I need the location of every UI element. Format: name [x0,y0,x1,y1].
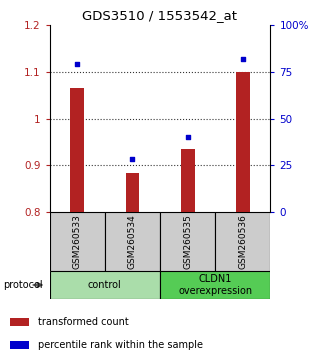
Point [240,56,245,61]
Bar [181,149,195,212]
Text: CLDN1
overexpression: CLDN1 overexpression [178,274,252,296]
Text: GSM260533: GSM260533 [73,214,82,269]
Text: protocol: protocol [3,280,43,290]
Text: GSM260535: GSM260535 [183,214,192,269]
Text: GSM260534: GSM260534 [128,214,137,269]
Bar [50,271,160,299]
Text: GSM260536: GSM260536 [238,214,247,269]
Text: transformed count: transformed count [38,317,129,327]
Point [185,135,190,140]
Bar [10,341,28,349]
Bar [215,212,270,271]
Point [130,156,135,162]
Point [75,61,80,67]
Bar [236,72,250,212]
Bar [50,212,105,271]
Title: GDS3510 / 1553542_at: GDS3510 / 1553542_at [83,9,237,22]
Text: control: control [88,280,122,290]
Bar [160,271,270,299]
Text: percentile rank within the sample: percentile rank within the sample [38,340,203,350]
Bar [160,212,215,271]
Bar [125,172,139,212]
Bar [105,212,160,271]
Bar [10,318,28,326]
Bar [70,88,84,212]
